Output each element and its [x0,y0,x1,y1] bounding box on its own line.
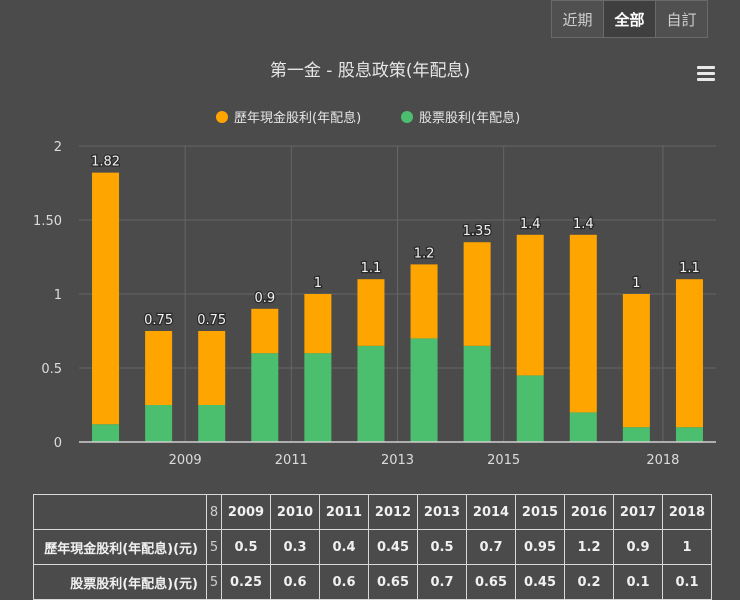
table-cell: 1 [662,529,712,565]
table-cell: 0.5 [221,529,271,565]
bar-stock-dividend [410,338,438,442]
table-cell: 0.1 [662,564,712,600]
table-header-cut: 8 [206,494,222,530]
bar-cash-dividend [92,172,120,425]
x-tick-label: 2009 [169,453,202,468]
table-cell: 0.1 [613,564,663,600]
table-cell: 1.2 [564,529,614,565]
bar-cash-dividend [251,308,279,354]
table-cell: 0.5 [417,529,467,565]
table-cut-cell: 5 [206,564,222,600]
bar-cash-dividend [304,294,332,354]
bar-total-label: 1.82 [91,155,120,170]
table-cell: 0.65 [466,564,516,600]
table-year-header: 2014 [466,494,516,530]
table-cell: 0.45 [515,564,565,600]
table-cell: 0.2 [564,564,614,600]
bar-stock-dividend [675,427,703,442]
table-year-header: 2016 [564,494,614,530]
table-row-cash: 歷年現金股利(年配息)(元) 5 0.5 0.3 0.4 0.45 0.5 0.… [33,529,712,565]
legend-label-cash: 歷年現金股利(年配息) [234,110,361,126]
bar-total-label: 1 [632,276,640,291]
table-year-header: 2010 [270,494,320,530]
range-recent-button[interactable]: 近期 [551,0,604,38]
y-tick-label: 2 [54,140,62,155]
table-cell: 0.4 [319,529,369,565]
bar-total-label: 0.9 [254,291,275,306]
bar-stock-dividend [463,345,491,442]
y-tick-label: 0 [54,436,62,451]
dividend-chart: 第一金 - 股息政策(年配息) 歷年現金股利(年配息) 股票股利(年配息) 0 0.5 1… [33,61,716,468]
chart-title: 第一金 - 股息政策(年配息) [270,61,470,81]
x-tick-label: 2018 [646,453,679,468]
bar-cash-dividend [410,264,438,339]
bar-total-label: 1.1 [679,261,700,276]
table-row-stock: 股票股利(年配息)(元) 5 0.25 0.6 0.6 0.65 0.7 0.6… [33,564,712,600]
bar-cash-dividend [675,279,703,428]
table-year-header: 2009 [221,494,271,530]
table-cell: 0.65 [368,564,418,600]
bar-total-label: 1.2 [414,246,435,261]
bar-total-label: 1.4 [573,217,594,232]
bar-stock-dividend [304,353,332,442]
table-year-header: 2015 [515,494,565,530]
bar-stock-dividend [251,353,279,442]
bar-stock-dividend [145,405,173,442]
bar-cash-dividend [198,331,226,405]
table-year-header: 2012 [368,494,418,530]
table-cell: 0.25 [221,564,271,600]
x-tick-label: 2015 [487,453,520,468]
table-cell: 0.6 [319,564,369,600]
bar-cash-dividend [569,234,597,413]
table-corner-cell [33,494,207,530]
bar-cash-dividend [463,242,491,346]
table-cell: 0.3 [270,529,320,565]
dividend-table: 8 2009 2010 2011 2012 2013 2014 2015 201… [33,494,712,600]
y-tick-label: 1 [54,288,62,303]
y-tick-label: 0.5 [41,362,62,377]
table-row-label: 歷年現金股利(年配息)(元) [33,529,207,565]
bar-total-label: 1.35 [463,224,492,239]
legend-label-stock: 股票股利(年配息) [419,110,520,126]
bar-stock-dividend [516,375,544,442]
hamburger-menu-icon[interactable] [697,66,715,82]
x-tick-label: 2013 [381,453,414,468]
table-cell: 0.6 [270,564,320,600]
bar-total-label: 1 [314,276,322,291]
bar-cash-dividend [145,331,173,405]
bar-stock-dividend [92,424,120,442]
table-header-row: 8 2009 2010 2011 2012 2013 2014 2015 201… [33,494,712,530]
bar-stock-dividend [622,427,650,442]
table-cell: 0.95 [515,529,565,565]
table-row-label: 股票股利(年配息)(元) [33,564,207,600]
legend-marker-stock [401,111,413,123]
bar-cash-dividend [357,279,385,346]
table-year-header: 2013 [417,494,467,530]
legend-marker-cash [216,111,228,123]
table-cut-cell: 5 [206,529,222,565]
bar-cash-dividend [622,294,650,428]
bar-stock-dividend [357,345,385,442]
range-all-button[interactable]: 全部 [603,0,656,38]
range-custom-button[interactable]: 自訂 [655,0,708,38]
bar-stock-dividend [198,405,226,442]
table-cell: 0.45 [368,529,418,565]
table-year-header: 2011 [319,494,369,530]
table-cell: 0.7 [417,564,467,600]
table-cell: 0.9 [613,529,663,565]
table-cell: 0.7 [466,529,516,565]
y-tick-label: 1.50 [33,214,62,229]
table-year-header: 2017 [613,494,663,530]
table-year-header: 2018 [662,494,712,530]
bar-stock-dividend [569,412,597,442]
range-selector: 近期 全部 自訂 [551,0,708,38]
bar-total-label: 1.1 [361,261,382,276]
bar-total-label: 0.75 [197,313,226,328]
bar-total-label: 0.75 [144,313,173,328]
x-tick-label: 2011 [275,453,308,468]
bar-cash-dividend [516,234,544,376]
bar-total-label: 1.4 [520,217,541,232]
